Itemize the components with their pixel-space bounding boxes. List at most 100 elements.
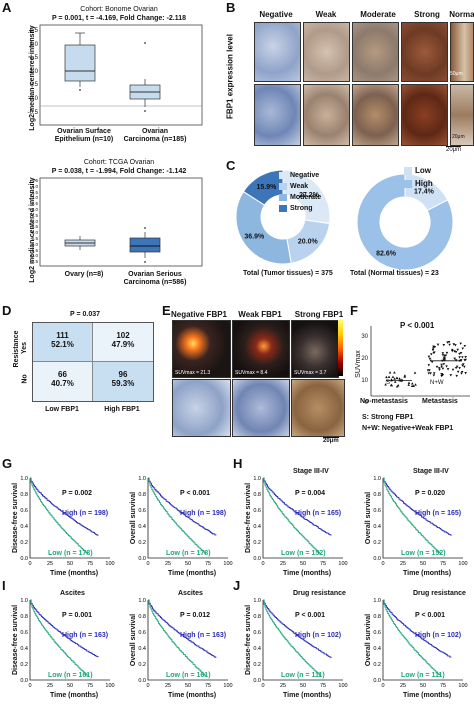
scatter-point-s <box>398 377 401 380</box>
scatter-point-nw <box>455 365 459 368</box>
scatter-point-nw <box>427 355 431 358</box>
km-ylabel: Overall survival <box>130 613 137 667</box>
km-ytick: 0.6 <box>373 508 381 514</box>
km-p-value: P = 0.004 <box>295 490 326 497</box>
pie-slice <box>282 169 331 225</box>
scatter-point-nw <box>440 374 443 378</box>
km-ytick: 0.2 <box>20 662 28 668</box>
km-curve-high <box>148 599 217 658</box>
km-ylabel: Overall survival <box>130 491 137 545</box>
panel-label-i: I <box>2 578 6 593</box>
ihc-pet-weak <box>232 379 290 437</box>
row-label-yes: Yes <box>21 341 29 355</box>
km-plot-i1: 1.0 0.8 0.6 0.4 0.2 0.0 0 25 50 75 100 Ascites P = 0… <box>0 580 118 702</box>
scatter-point-s <box>414 383 417 386</box>
km-ytick: 0.2 <box>138 540 146 546</box>
km-curve-low <box>148 599 207 676</box>
stats-bonome: P = 0.001, t = -4.169, Fold Change: -2.1… <box>51 15 187 22</box>
km-ytick: 1.0 <box>373 598 381 604</box>
p-value-f: P < 0.001 <box>400 321 435 330</box>
km-ytick: 1.0 <box>20 598 28 604</box>
scale-bar-50um: 50μm <box>450 71 463 77</box>
pie-label: 17.4% <box>414 188 435 195</box>
scatter-point-nw <box>459 342 462 345</box>
ihc-header-moderate: Moderate <box>360 10 396 19</box>
scatter-point-nw <box>449 374 453 377</box>
km-chart: 1.0 0.8 0.6 0.4 0.2 0.00 25 50 75 100 <box>138 476 232 567</box>
scatter-point-nw <box>450 349 454 353</box>
km-ytick: 0.8 <box>373 492 381 498</box>
scatter-point-nw <box>443 357 447 360</box>
km-xtick: 50 <box>185 561 191 567</box>
km-label-low: Low (n = 178) <box>48 550 93 557</box>
group-label-ose: Ovarian Surface Epithelium (n=10) <box>54 128 114 143</box>
stats-tcga: P = 0.038, t = -1.994, Fold Change: -1.1… <box>51 168 187 175</box>
pie-slice <box>235 190 292 265</box>
scatter-point-s <box>385 375 388 379</box>
km-ytick: 0.4 <box>138 524 146 530</box>
km-ytick: 0.2 <box>20 540 28 546</box>
cell-yes-low: 111 52.1% <box>33 323 93 362</box>
panel-label-e: E <box>162 303 171 318</box>
scatter-point-nw <box>448 343 451 347</box>
km-xtick: 0 <box>261 561 264 567</box>
ihc-pet-strong <box>291 379 345 437</box>
scatter-point-nw <box>444 354 448 357</box>
km-xtick: 0 <box>28 683 31 689</box>
km-xtick: 25 <box>400 683 406 689</box>
yticks-bonome: 2.5 2.0 1.5 1.0 0.5 0.0 -0.5 <box>27 28 38 116</box>
km-ytick: 0.2 <box>373 540 381 546</box>
scatter-point-nw <box>445 351 449 355</box>
km-chart: 1.0 0.8 0.6 0.4 0.2 0.00 25 50 75 100 <box>138 598 232 689</box>
cell-no-low: 66 40.7% <box>33 362 93 401</box>
group-no-metastasis: No-metastasis <box>360 398 408 405</box>
km-ytick: 1.0 <box>20 476 28 482</box>
km-ylabel: Disease-free survival <box>245 482 252 554</box>
tag-nw: N+W <box>430 380 444 386</box>
km-label-high: High (n = 102) <box>295 632 342 639</box>
swatch-low <box>404 166 412 175</box>
scatter-point-nw <box>451 368 455 372</box>
ihc-image-negative-high <box>254 84 301 146</box>
pet-image-negative: SUVmax = 21.3 <box>172 320 231 378</box>
scatter-point-nw <box>446 368 450 371</box>
scale-bar-e: 20μm <box>323 437 339 444</box>
legend-item-weak: Weak <box>279 181 321 192</box>
km-ytick: 0.6 <box>138 508 146 514</box>
scatter-point-nw <box>453 350 456 353</box>
km-ytick: 0.0 <box>373 556 381 562</box>
km-ytick: 1.0 <box>138 476 146 482</box>
km-curve-low <box>383 477 442 555</box>
scatter-point-nw <box>426 369 430 372</box>
km-label-high: High (n = 198) <box>180 510 227 517</box>
km-curve-high <box>383 477 452 536</box>
pie-normal: 17.4% 82.6% <box>356 173 454 271</box>
ihc-image-normal-low <box>450 22 474 82</box>
ihc-image-negative-low <box>254 22 301 82</box>
ihc-image-strong-high <box>401 84 448 146</box>
scatter-point-nw <box>454 351 458 354</box>
col-label-low: Low FBP1 <box>45 406 79 413</box>
scatter-point-s <box>385 378 389 382</box>
ihc-pet-negative <box>172 379 231 437</box>
swatch-strong <box>279 205 287 212</box>
scatter-point-s <box>391 375 395 378</box>
km-xtick: 0 <box>146 561 149 567</box>
legend-tumor: Negative Weak Moderate Strong <box>279 170 321 214</box>
cell-no-high: 96 59.3% <box>93 362 153 401</box>
km-xlabel: Time (months) <box>283 570 332 577</box>
panel-label-c: C <box>226 158 236 173</box>
pet-image-strong: SUVmax = 3.7 <box>291 320 339 378</box>
scatter-point-nw <box>442 363 446 366</box>
cohort-title-tcga: Cohort: TCGA Ovarian <box>83 159 155 166</box>
km-curve-high <box>148 477 217 536</box>
scatter-point-nw <box>432 372 436 375</box>
km-xtick: 75 <box>320 561 326 567</box>
ihc-header-weak: Weak <box>315 10 337 19</box>
km-label-low: Low (n = 178) <box>166 550 211 557</box>
scatter-point-nw <box>454 367 458 370</box>
scatter-point-nw <box>461 356 464 359</box>
km-xlabel: Time (months) <box>50 570 99 577</box>
ihc-image-weak-low <box>303 22 350 82</box>
ihc-header-strong: Strong <box>414 10 440 19</box>
